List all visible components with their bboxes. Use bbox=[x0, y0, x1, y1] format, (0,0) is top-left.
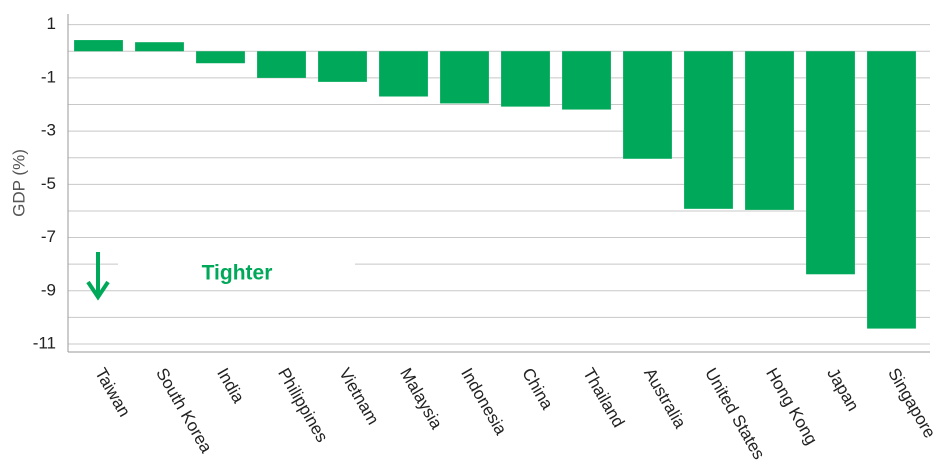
x-tick-label: Thailand bbox=[579, 365, 628, 431]
x-tick-label: Australia bbox=[640, 365, 690, 432]
x-tick-label: Taiwan bbox=[91, 365, 134, 420]
x-tick-label: Malaysia bbox=[396, 365, 446, 433]
bar bbox=[135, 42, 184, 52]
y-axis-label: GDP (%) bbox=[9, 149, 28, 217]
y-tick-label: -5 bbox=[41, 174, 56, 193]
bar bbox=[440, 51, 489, 104]
annotation: Tighter bbox=[202, 262, 273, 285]
bar bbox=[562, 51, 611, 110]
y-tick-label: -3 bbox=[41, 121, 56, 140]
y-tick-label: -1 bbox=[41, 67, 56, 86]
bar bbox=[74, 40, 123, 52]
x-tick-label: Japan bbox=[823, 365, 863, 415]
x-tick-label: Hong Kong bbox=[762, 365, 821, 448]
x-tick-label: Vietnam bbox=[335, 365, 382, 428]
bar bbox=[867, 51, 916, 329]
annotation-box bbox=[118, 263, 355, 289]
x-tick-label: Philippines bbox=[274, 365, 332, 446]
bar bbox=[318, 51, 367, 82]
x-tick-label: China bbox=[518, 365, 557, 413]
arrow-head bbox=[86, 280, 110, 301]
bar bbox=[623, 51, 672, 159]
y-tick-label: 1 bbox=[47, 14, 56, 33]
bar bbox=[379, 51, 428, 97]
y-tick-label: -7 bbox=[41, 227, 56, 246]
x-tick-label: South Korea bbox=[152, 365, 216, 457]
bar bbox=[196, 51, 245, 64]
x-tick-label: Indonesia bbox=[457, 365, 511, 439]
x-tick-label: Singapore bbox=[884, 365, 939, 442]
bar bbox=[745, 51, 794, 210]
bar bbox=[257, 51, 306, 78]
bar bbox=[684, 51, 733, 209]
bar bbox=[806, 51, 855, 275]
y-tick-label: -11 bbox=[33, 334, 56, 353]
x-tick-label: United States bbox=[701, 365, 768, 463]
bar bbox=[501, 51, 550, 107]
y-tick-label: -9 bbox=[41, 280, 56, 299]
x-tick-label: India bbox=[213, 365, 248, 407]
